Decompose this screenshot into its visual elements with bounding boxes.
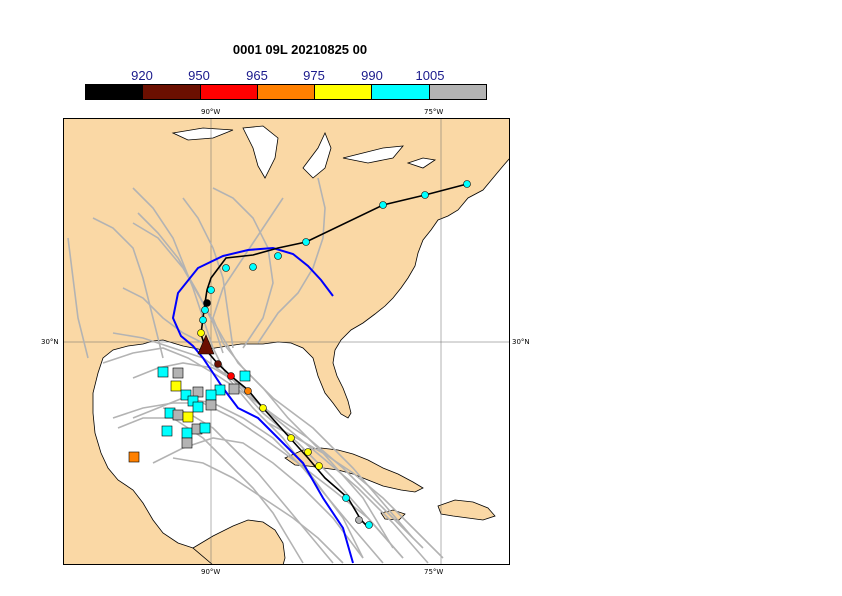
lat-label-30n-right: 30°N [512,338,530,346]
genesis-square [172,409,184,421]
track-point [227,372,235,380]
colorbar-cell [143,85,201,99]
track-point [201,306,209,314]
track-point [287,434,295,442]
genesis-square [239,370,251,382]
colorbar-cell [429,85,486,99]
track-point [244,387,252,395]
genesis-square [181,427,193,439]
genesis-square [170,380,182,392]
colorbar-cell [315,85,373,99]
colorbar-cell [257,85,316,99]
genesis-square [214,384,226,396]
track-map [62,117,511,566]
track-point [302,238,310,246]
great-lakes [171,125,437,179]
track-point [342,494,350,502]
genesis-square [192,401,204,413]
lon-label-90w-bottom: 90°W [201,568,221,576]
hispaniola-land [437,499,496,521]
genesis-square [172,367,184,379]
colorbar-label-950: 950 [188,68,210,83]
track-point [259,404,267,412]
genesis-square [128,451,140,463]
track-point [355,516,363,524]
track-point [199,316,207,324]
colorbar-label-920: 920 [131,68,153,83]
lon-label-90w-top: 90°W [201,108,221,116]
genesis-square [192,386,204,398]
track-point [207,286,215,294]
track-point [249,263,257,271]
track-point [274,252,282,260]
genesis-squares [128,366,251,463]
reference-track [171,246,354,564]
genesis-square [182,411,194,423]
genesis-square [199,422,211,434]
landfall-triangle [197,334,215,355]
genesis-square [228,383,240,395]
track-point [463,180,471,188]
genesis-square [205,399,217,411]
colorbar-cell [372,85,430,99]
genesis-square [181,437,193,449]
colorbar-label-975: 975 [303,68,325,83]
map-panel [62,117,511,566]
chart-title: 0001 09L 20210825 00 [232,42,368,57]
pressure-colorbar [85,84,487,100]
colorbar-labels: 920 950 965 975 990 1005 [0,68,842,84]
map-frame [63,118,510,565]
track-point [365,521,373,529]
lon-label-75w-top: 75°W [424,108,444,116]
track-point [222,264,230,272]
track-point [197,329,205,337]
colorbar-cell [86,85,144,99]
track-point [315,462,323,470]
colorbar-label-965: 965 [246,68,268,83]
track-point [203,299,211,307]
genesis-square [161,425,173,437]
track-point [379,201,387,209]
track-point [214,360,222,368]
track-point [304,448,312,456]
lat-label-30n-left: 30°N [41,338,59,346]
track-point [421,191,429,199]
colorbar-label-990: 990 [361,68,383,83]
colorbar-label-1005: 1005 [415,68,445,83]
genesis-square [157,366,169,378]
colorbar-cell [200,85,258,99]
lon-label-75w-bottom: 75°W [424,568,444,576]
genesis-square [180,389,192,401]
genesis-square [205,389,217,401]
